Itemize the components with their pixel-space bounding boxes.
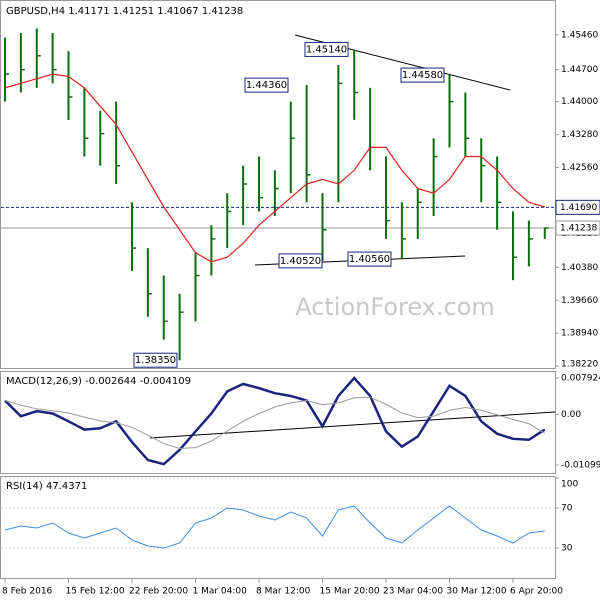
annotation-label: 1.40560 [349,254,390,265]
indicator-line [4,396,546,450]
x-tick-label: 1 Mar 04:00 [193,587,248,597]
annotation-box [278,253,323,269]
y-tick-label: 1.39660 [561,296,598,306]
annotation-box [347,251,392,267]
price-tag-label: 1.41238 [560,224,597,234]
macd-title: MACD(12,26,9) -0.002644 -0.004109 [6,376,191,387]
y-tick-label: 1.44000 [561,97,598,107]
annotation-box [244,77,289,93]
x-tick-label: 15 Mar 20:00 [320,587,380,597]
annotation-box [400,67,445,83]
annotation-box [304,41,349,57]
price-tag [555,199,600,215]
y-tick-label: 70 [561,504,573,514]
y-tick-label: 30 [561,544,573,554]
x-tick-label: 23 Mar 04:00 [383,587,443,597]
y-tick-label: 1.38220 [561,360,598,370]
y-tick-label: 1.45460 [561,30,598,40]
y-tick-label: 100 [561,480,578,490]
y-tick-label: 1.40380 [561,263,598,273]
price-panel [0,0,556,369]
x-tick-label: 6 Apr 20:00 [510,587,563,597]
rsi-panel [0,476,556,579]
moving-average [4,73,545,263]
trend-line [149,411,556,439]
y-tick-label: 0.007924 [561,374,600,384]
y-tick-label: 0.00 [561,410,581,420]
x-tick-label: 8 Feb 2016 [2,587,53,597]
annotation-box [133,352,178,368]
y-tick-label: 1.43280 [561,130,598,140]
indicator-line [4,505,545,549]
annotation-label: 1.44580 [402,70,443,81]
annotation-label: 1.44360 [246,80,287,91]
indicator-line [4,376,546,466]
annotation-label: 1.40520 [280,256,321,267]
price-tag [555,220,600,236]
x-tick-label: 8 Mar 12:00 [256,587,311,597]
y-tick-label: 1.42560 [561,163,598,173]
x-tick-label: 22 Feb 20:00 [129,587,188,597]
annotation-label: 1.38350 [135,355,176,366]
macd-panel [0,371,556,474]
y-tick-label: 1.38940 [561,329,598,339]
x-tick-label: 15 Feb 12:00 [66,587,125,597]
x-tick-label: 30 Mar 12:00 [447,587,507,597]
price-tag-label: 1.41690 [560,203,597,213]
y-tick-label: 1.44700 [561,65,598,75]
rsi-title: RSI(14) 47.4371 [6,481,87,492]
y-tick-label: -0.010996 [561,461,600,471]
chart-title: GBPUSD,H4 1.41171 1.41251 1.41067 1.4123… [6,6,243,17]
annotation-label: 1.45140 [306,44,347,55]
watermark: ActionForex.com [295,293,495,321]
